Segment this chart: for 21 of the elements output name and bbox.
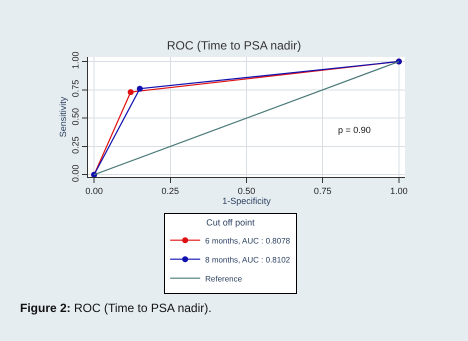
x-tick-label: 1.00 — [390, 186, 408, 196]
caption: Figure 2: ROC (Time to PSA nadir). — [20, 301, 212, 315]
y-tick-label: 0.50 — [70, 108, 80, 126]
x-tick-label: 0.25 — [162, 186, 180, 196]
y-tick-label: 0.75 — [70, 80, 80, 98]
legend-label: 6 months, AUC : 0.8078 — [205, 236, 291, 246]
x-tick-label: 0.50 — [238, 186, 256, 196]
legend-label: Reference — [205, 274, 243, 284]
chart-title: ROC (Time to PSA nadir) — [166, 38, 302, 52]
point — [128, 89, 134, 96]
y-axis-title: Sensitivity — [58, 96, 68, 138]
x-axis-title: 1-Specificity — [222, 196, 272, 206]
x-tick-label: 0.75 — [314, 186, 332, 196]
y-tick-label: 0.00 — [70, 164, 80, 182]
y-tick-label: 0.25 — [70, 136, 80, 154]
legend-title: Cut off point — [206, 218, 256, 228]
annotation: p = 0.90 — [338, 125, 371, 135]
y-tick-label: 1.00 — [70, 51, 80, 69]
x-tick-label: 0.00 — [85, 186, 103, 196]
point — [136, 86, 143, 92]
legend-label: 8 months, AUC : 0.8102 — [205, 255, 291, 264]
